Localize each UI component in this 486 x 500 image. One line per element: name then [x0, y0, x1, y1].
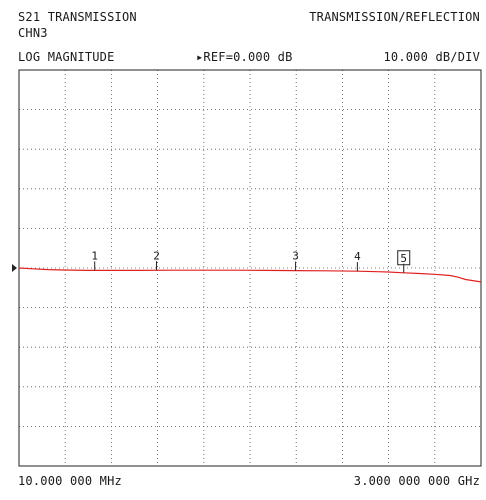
stop-frequency: 3.000 000 000 GHz: [353, 474, 480, 488]
start-frequency: 10.000 000 MHz: [18, 474, 122, 488]
marker-label: 5: [400, 252, 407, 265]
marker-label: 1: [91, 249, 98, 262]
active-marker-box: [397, 250, 411, 266]
mode-label: TRANSMISSION/REFLECTION: [309, 10, 480, 24]
marker-label: 4: [354, 250, 361, 263]
marker-label: 2: [153, 249, 160, 262]
marker-label: 3: [292, 250, 299, 263]
measurement-title: S21 TRANSMISSION: [18, 10, 137, 24]
channel-label: CHN3: [18, 26, 48, 40]
trace-line: [18, 267, 482, 283]
format-label: LOG MAGNITUDE: [18, 50, 115, 64]
reference-level: ▸REF=0.000 dB: [196, 50, 293, 64]
reference-arrow-icon: [12, 264, 17, 272]
scale-label: 10.000 dB/DIV: [383, 50, 480, 64]
